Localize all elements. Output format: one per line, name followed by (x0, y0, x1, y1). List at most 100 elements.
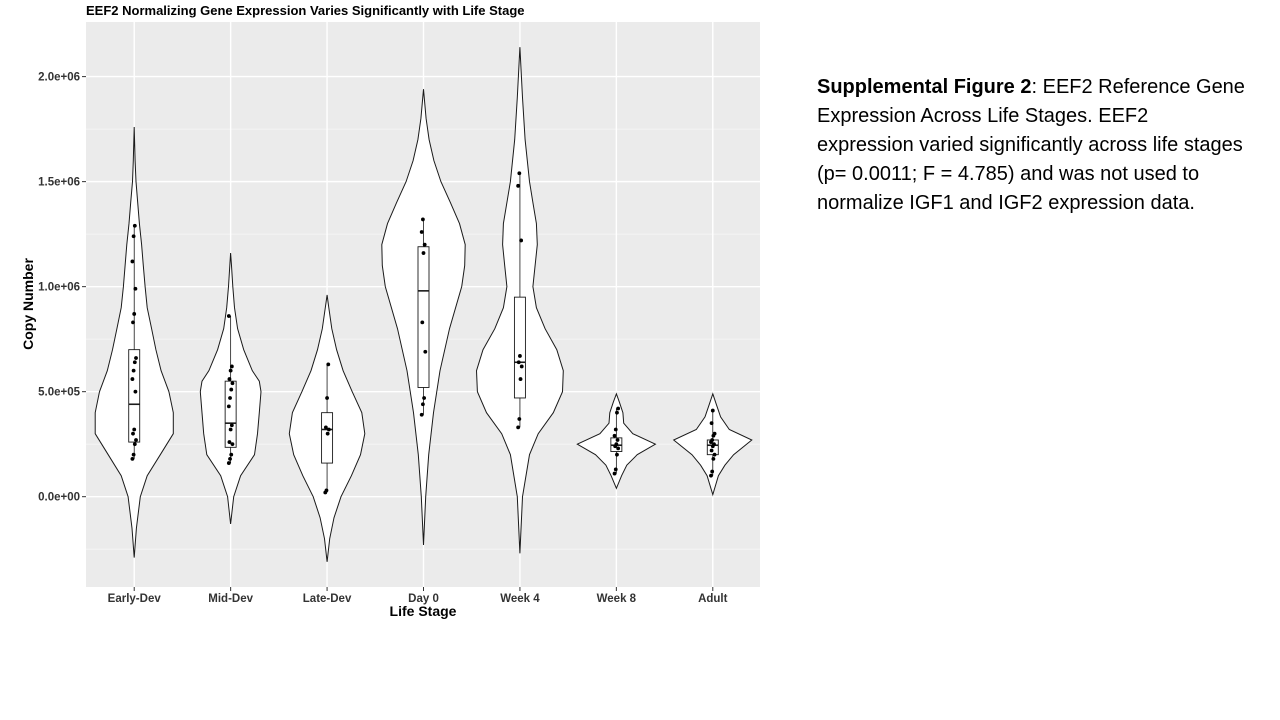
data-point (423, 349, 428, 354)
data-point (711, 456, 716, 461)
data-point (518, 354, 522, 358)
data-point (226, 461, 231, 465)
data-point (131, 320, 135, 325)
y-tick-label: 5.0e+05 (38, 387, 80, 399)
x-tick-label: Late-Dev (303, 593, 352, 605)
data-point (422, 396, 426, 400)
y-tick-label: 1.5e+06 (38, 177, 80, 189)
y-axis-title: Copy Number (20, 258, 36, 350)
data-point (134, 438, 138, 442)
y-axis-ticks: 0.0e+00 5.0e+05 1.0e+06 1.5e+06 2.0e+06 (38, 72, 86, 504)
violins (94, 47, 753, 562)
box (321, 412, 334, 464)
data-point (516, 360, 521, 365)
data-point (229, 387, 234, 392)
x-tick-label: Week 8 (597, 593, 637, 605)
data-point (710, 438, 715, 442)
data-point (130, 456, 135, 461)
data-point (323, 425, 328, 430)
data-point (228, 427, 233, 432)
chart-title: EEF2 Normalizing Gene Expression Varies … (86, 3, 525, 18)
x-axis-ticks: Early-Dev Mid-Dev Late-Dev Day 0 Week 4 Week … (108, 587, 728, 605)
data-point (131, 234, 136, 239)
data-point (419, 412, 424, 417)
data-point (226, 314, 231, 318)
box (128, 349, 141, 443)
x-tick-label: Mid-Dev (208, 593, 253, 605)
y-tick-label: 2.0e+06 (38, 72, 80, 84)
data-point (712, 431, 717, 436)
data-point (615, 438, 620, 442)
data-point (132, 312, 137, 316)
x-tick-label: Day 0 (408, 593, 439, 605)
data-point (518, 377, 523, 381)
data-point (613, 427, 618, 432)
data-point (325, 431, 330, 436)
data-point (517, 171, 522, 176)
data-point (326, 427, 331, 432)
x-tick-label: Early-Dev (108, 593, 162, 605)
data-point (516, 183, 521, 188)
data-point (130, 259, 135, 264)
y-tick-label: 0.0e+00 (38, 492, 80, 504)
data-point (612, 471, 617, 476)
box (224, 380, 237, 448)
data-point (228, 456, 232, 461)
data-point (419, 230, 424, 234)
data-point (227, 377, 232, 381)
data-point (131, 368, 136, 373)
data-point (422, 242, 427, 247)
x-tick-label: Week 4 (500, 593, 540, 605)
data-point (226, 404, 231, 409)
data-point (712, 452, 717, 457)
data-point (227, 440, 232, 444)
data-point (420, 320, 425, 325)
data-point (710, 408, 715, 413)
data-point (229, 452, 234, 457)
data-point (517, 417, 522, 421)
data-point (134, 356, 138, 360)
data-point (133, 389, 138, 394)
data-point (324, 488, 329, 493)
data-point (228, 368, 233, 373)
box (417, 246, 430, 388)
x-tick-label: Adult (698, 593, 728, 605)
x-axis-title: Life Stage (390, 603, 457, 619)
data-point (616, 406, 621, 411)
data-point (130, 377, 135, 381)
data-point (421, 402, 425, 407)
data-point (519, 238, 524, 243)
data-point (519, 364, 524, 369)
data-point (616, 446, 621, 451)
data-point (710, 469, 715, 474)
data-point (132, 427, 137, 432)
data-point (712, 442, 716, 447)
data-point (132, 223, 137, 228)
data-point (709, 448, 714, 453)
data-point (613, 467, 618, 472)
data-point (421, 251, 426, 255)
data-point (228, 396, 232, 400)
data-point (230, 442, 235, 447)
data-point (615, 410, 619, 415)
caption-label: Supplemental Figure 2 (817, 76, 1032, 98)
y-tick-label: 1.0e+06 (38, 282, 80, 294)
data-point (615, 452, 619, 457)
violin-chart: EEF2 Normalizing Gene Expression Varies … (20, 3, 760, 619)
data-point (133, 286, 138, 291)
data-point (131, 452, 136, 457)
data-point (326, 362, 331, 367)
data-point (132, 360, 137, 365)
data-point (229, 423, 234, 428)
data-point (229, 364, 234, 369)
data-point (612, 433, 617, 438)
data-point (516, 425, 521, 430)
figure-caption: Supplemental Figure 2: EEF2 Reference Ge… (817, 73, 1247, 218)
box (513, 296, 526, 399)
data-point (709, 473, 713, 478)
data-point (131, 431, 135, 436)
data-point (132, 442, 137, 447)
data-point (325, 396, 329, 400)
data-point (614, 442, 619, 447)
data-point (709, 421, 714, 426)
